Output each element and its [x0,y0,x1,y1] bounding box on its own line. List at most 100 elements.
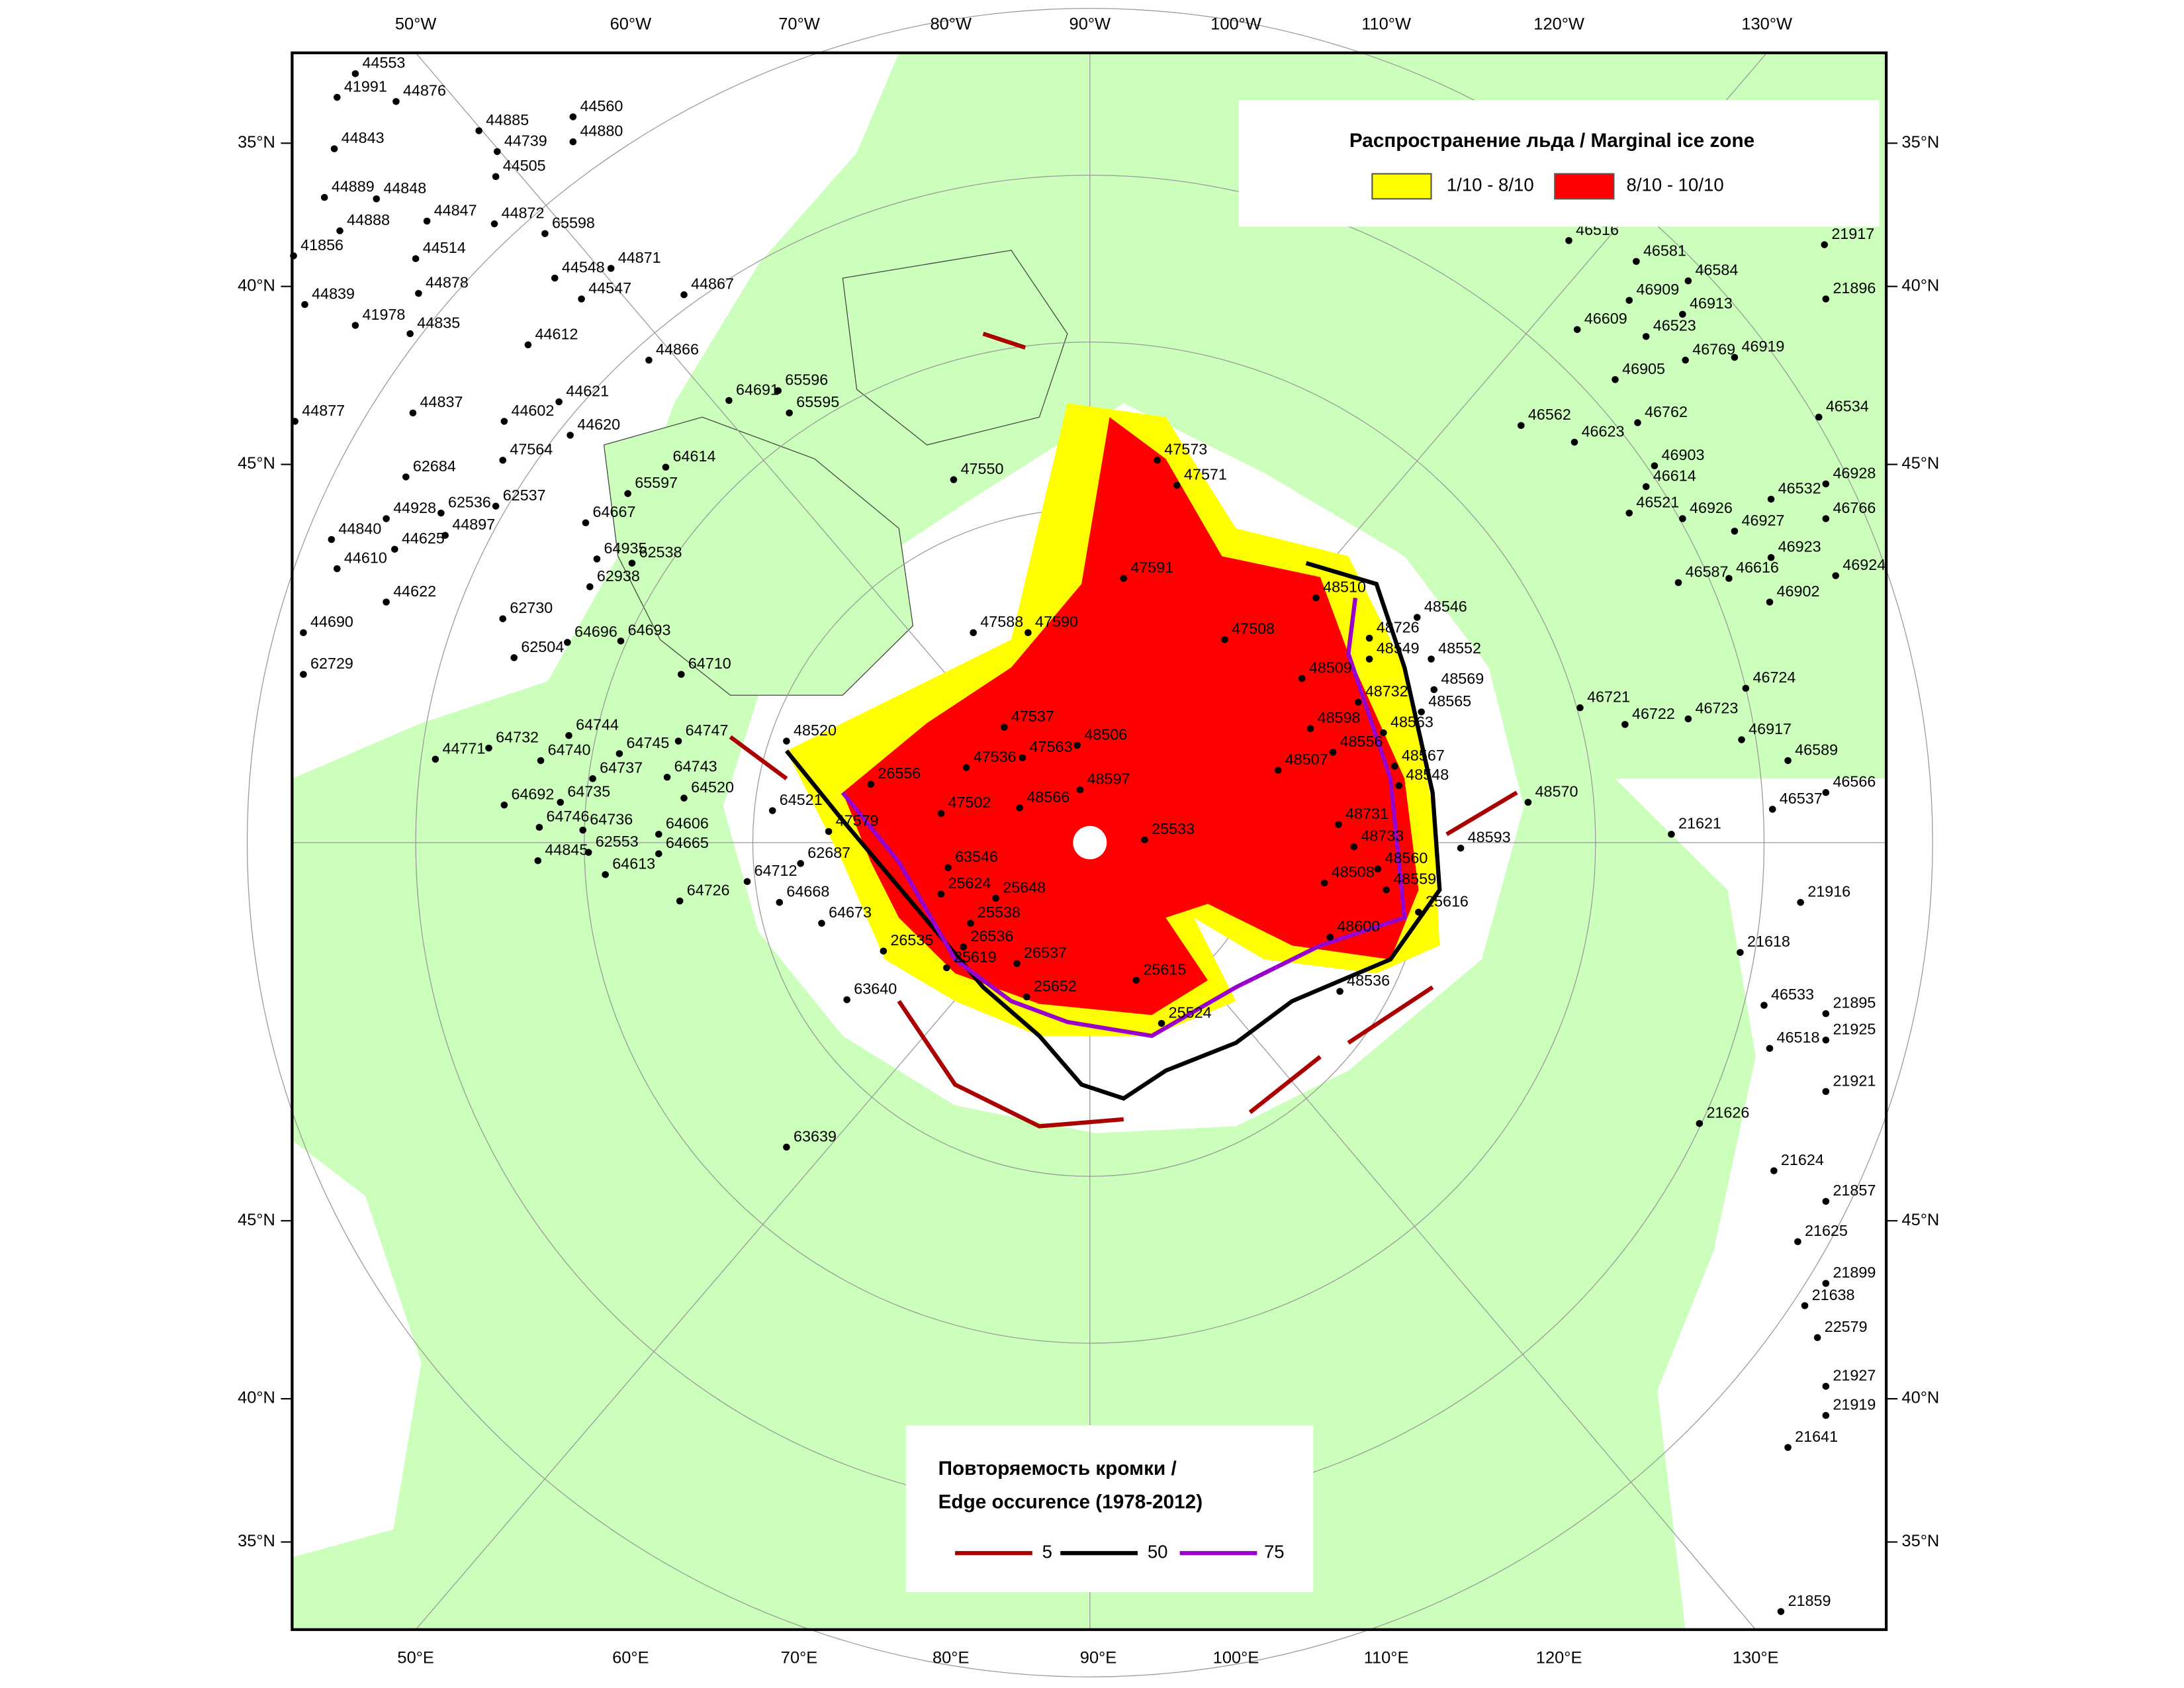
station-dot [662,463,670,471]
station-label: 21899 [1833,1264,1876,1281]
station-dot [1679,310,1686,318]
station-label: 64747 [686,722,729,739]
station-label: 46532 [1778,480,1821,497]
station-dot [383,515,390,522]
station-label: 41991 [344,78,387,95]
station-dot [351,322,359,329]
station-label: 48509 [1309,659,1352,677]
station-dot [1822,295,1830,303]
lon-label: 50°W [395,15,437,34]
station-dot [743,878,751,885]
station-label: 47537 [1011,708,1054,725]
station-label: 47590 [1035,613,1078,630]
legend-title: Повторяемость кромки / [938,1458,1177,1479]
station-dot [1738,736,1745,743]
ticks: 50°W 60°W 70°W 80°W 90°W 100°W 110°W 120°W 130°W… [238,15,1939,1667]
station-dot [1413,614,1421,621]
station-dot [615,750,623,757]
station-label: 44866 [656,341,699,358]
station-dot [1141,836,1148,843]
station-dot [589,775,596,782]
station-label: 46927 [1742,512,1785,529]
station-dot [541,230,549,238]
station-label: 48598 [1318,709,1361,726]
station-label: 47564 [510,441,553,458]
station-dot [1777,1608,1785,1615]
station-dot [1518,422,1525,430]
station-dot [783,1143,790,1151]
station-dot [1822,1036,1830,1044]
station-dot [406,330,414,338]
station-label: 48560 [1385,849,1428,867]
edge-5 [729,332,1518,1129]
lat-label: 35°N [238,1532,275,1550]
station-dot [441,532,449,539]
station-dot [1742,684,1750,692]
station-label: 48567 [1402,747,1445,764]
station-label: 46534 [1826,398,1869,415]
station-dot [818,919,825,927]
lon-label: 70°W [778,15,820,34]
lon-label: 80°E [933,1649,969,1667]
station-label: 46518 [1777,1029,1820,1046]
station-dot [1668,831,1675,838]
station-dot [383,598,390,606]
station-dot [1625,297,1633,304]
lon-label: 50°E [397,1649,433,1667]
station-label: 48546 [1424,598,1467,615]
station-label: 21895 [1833,994,1876,1011]
station-dot [392,98,400,105]
station-dot [1767,554,1775,561]
lon-label: 120°W [1533,15,1584,34]
legend-ice-box [1238,100,1880,227]
station-dot [1684,715,1692,723]
station-dot [1731,528,1739,535]
station-label: 44505 [503,157,546,174]
station-dot [1784,1444,1792,1451]
station-label: 48556 [1340,733,1383,750]
station-dot [432,755,439,763]
station-dot [1813,1334,1821,1341]
station-dot [423,217,431,225]
station-label: 44690 [310,613,353,630]
station-dot [555,398,563,406]
station-label: 46903 [1662,446,1705,463]
station-dot [1766,1045,1774,1053]
station-label: 25648 [1003,878,1046,896]
station-dot [1822,480,1830,488]
station-dot [437,509,445,517]
station-dot [1821,241,1829,248]
station-dot [1565,237,1572,244]
legend-swatch [1554,173,1615,200]
station-dot [1076,786,1084,794]
station-label: 46923 [1778,538,1821,555]
station-label: 46924 [1843,556,1886,573]
station-dot [1822,515,1830,522]
stations: 44553 41991 44876 44885 44560 44843 44739 44880… [290,54,1886,1615]
station-label: 48507 [1285,751,1328,768]
station-dot [1350,843,1358,851]
station-label: 46723 [1695,699,1738,716]
station-dot [1737,949,1744,957]
lon-label: 100°E [1213,1649,1259,1667]
station-label: 63639 [794,1127,837,1145]
station-label: 62938 [597,567,640,585]
station-dot [867,780,875,788]
station-label: 64673 [829,904,872,921]
station-dot [500,801,508,809]
station-label: 21859 [1788,1592,1831,1609]
station-label: 21919 [1833,1396,1876,1413]
station-label: 21917 [1831,225,1874,242]
legend-title: Edge occurence (1978-2012) [938,1491,1203,1513]
station-dot [301,301,308,308]
station-dot [1633,258,1640,265]
station-dot [567,432,574,439]
station-label: 25624 [948,874,991,892]
station-dot [1801,1302,1809,1309]
station-label: 46762 [1645,403,1688,420]
sea [292,1140,422,1558]
station-label: 46905 [1622,360,1665,377]
station-label: 48569 [1441,670,1484,687]
lon-label: 90°E [1080,1649,1116,1667]
station-dot [1682,356,1689,364]
